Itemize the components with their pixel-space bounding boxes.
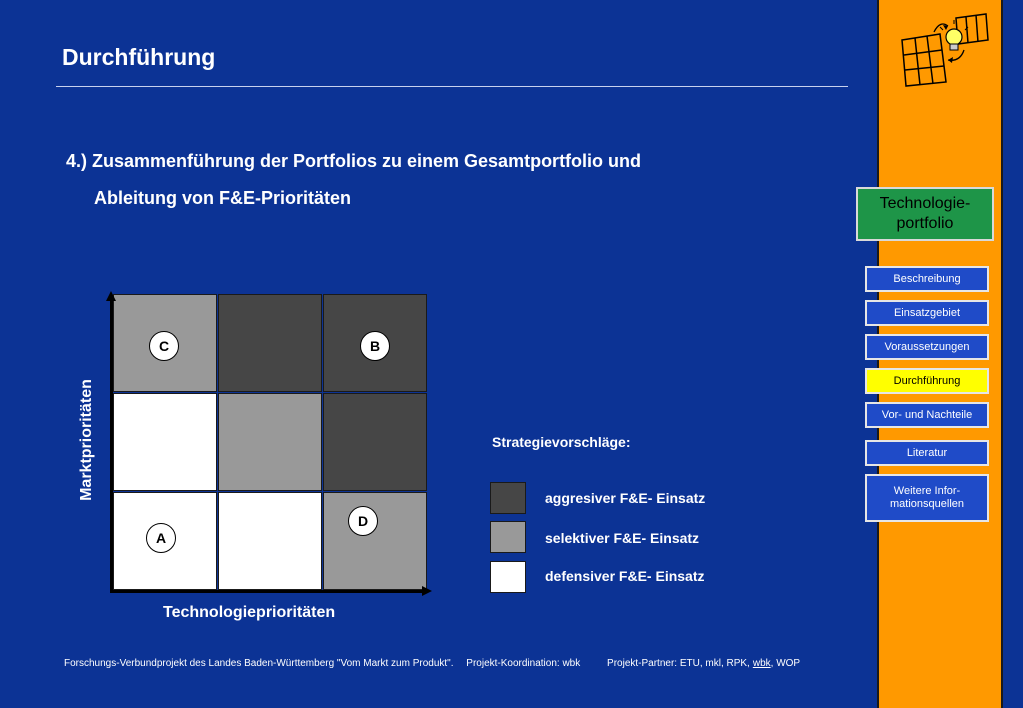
- footer-partner-link[interactable]: wbk: [752, 658, 771, 669]
- nav-label-line-2: mationsquellen: [890, 498, 964, 510]
- x-axis: [110, 590, 424, 593]
- nav-button-einsatzgebiet[interactable]: Einsatzgebiet: [865, 300, 989, 326]
- grid-cell-r2-c2: [218, 393, 322, 491]
- logo-icon: [901, 13, 989, 87]
- legend-label-selective: selektiver F&E- Einsatz: [545, 530, 700, 546]
- nav-button-beschreibung[interactable]: Beschreibung: [865, 266, 989, 292]
- heading-line-2: Ableitung von F&E-Prioritäten: [94, 188, 352, 208]
- grid-cell-r3-c2: [218, 492, 322, 590]
- nav-label-line-1: Weitere Infor-: [893, 485, 961, 497]
- nav-button-voraussetzungen[interactable]: Voraussetzungen: [865, 334, 989, 360]
- x-axis-label: Technologieprioritäten: [163, 604, 336, 621]
- footer: Forschungs-Verbundprojekt des Landes Bad…: [64, 658, 800, 669]
- grid-cell-r2-c1: [113, 393, 217, 491]
- nav-button-literatur[interactable]: Literatur: [865, 440, 989, 466]
- marker-b: B: [360, 331, 390, 361]
- nav-button-vor-und-nachteile[interactable]: Vor- und Nachteile: [865, 402, 989, 428]
- legend-title: Strategievorschläge:: [492, 434, 631, 450]
- nav-button-durchfuehrung[interactable]: Durchführung: [865, 368, 989, 394]
- marker-d: D: [348, 506, 378, 536]
- x-axis-arrow-icon: [422, 586, 432, 596]
- nav-label: Durchführung: [893, 374, 961, 387]
- nav-label: Literatur: [906, 446, 948, 459]
- marker-c: C: [149, 331, 179, 361]
- grid-cell-r2-c3: [323, 393, 427, 491]
- section-box-technologieportfolio: Technologie- portfolio: [856, 187, 994, 241]
- grid-cell-r1-c2: [218, 294, 322, 392]
- page-title: Durchführung: [62, 44, 216, 70]
- legend-swatch-aggressive: [490, 482, 526, 514]
- section-box-line-2: portfolio: [896, 215, 954, 232]
- nav-label: Voraussetzungen: [884, 340, 970, 353]
- y-axis: [110, 299, 113, 593]
- legend-label-aggressive: aggresiver F&E- Einsatz: [545, 490, 706, 506]
- grid-cell-r3-c3: [323, 492, 427, 590]
- y-axis-label: Marktprioritäten: [78, 379, 95, 501]
- heading-line-1: 4.) Zusammenführung der Portfolios zu ei…: [66, 151, 642, 171]
- section-heading: 4.) Zusammenführung der Portfolios zu ei…: [66, 143, 641, 217]
- footer-partners: Projekt-Partner: ETU, mkl, RPK, wbk, WOP: [607, 658, 800, 669]
- footer-partners-suffix: , WOP: [770, 658, 801, 669]
- legend-swatch-selective: [490, 521, 526, 553]
- y-axis-arrow-icon: [106, 291, 116, 301]
- footer-coordination: Projekt-Koordination: wbk: [466, 658, 581, 669]
- footer-partners-prefix: Projekt-Partner: ETU, mkl, RPK,: [607, 658, 750, 669]
- portfolio-grid: [113, 294, 427, 591]
- legend-label-defensive: defensiver F&E- Einsatz: [545, 568, 705, 584]
- marker-a: A: [146, 523, 176, 553]
- footer-project: Forschungs-Verbundprojekt des Landes Bad…: [64, 658, 454, 669]
- nav-label: Beschreibung: [893, 272, 961, 285]
- section-box-line-1: Technologie-: [879, 195, 971, 212]
- nav-label: Einsatzgebiet: [893, 306, 961, 319]
- nav-label: Vor- und Nachteile: [881, 408, 973, 421]
- legend-swatch-defensive: [490, 561, 526, 593]
- title-divider: [56, 86, 848, 87]
- nav-button-weitere-informationsquellen[interactable]: Weitere Infor- mationsquellen: [865, 474, 989, 522]
